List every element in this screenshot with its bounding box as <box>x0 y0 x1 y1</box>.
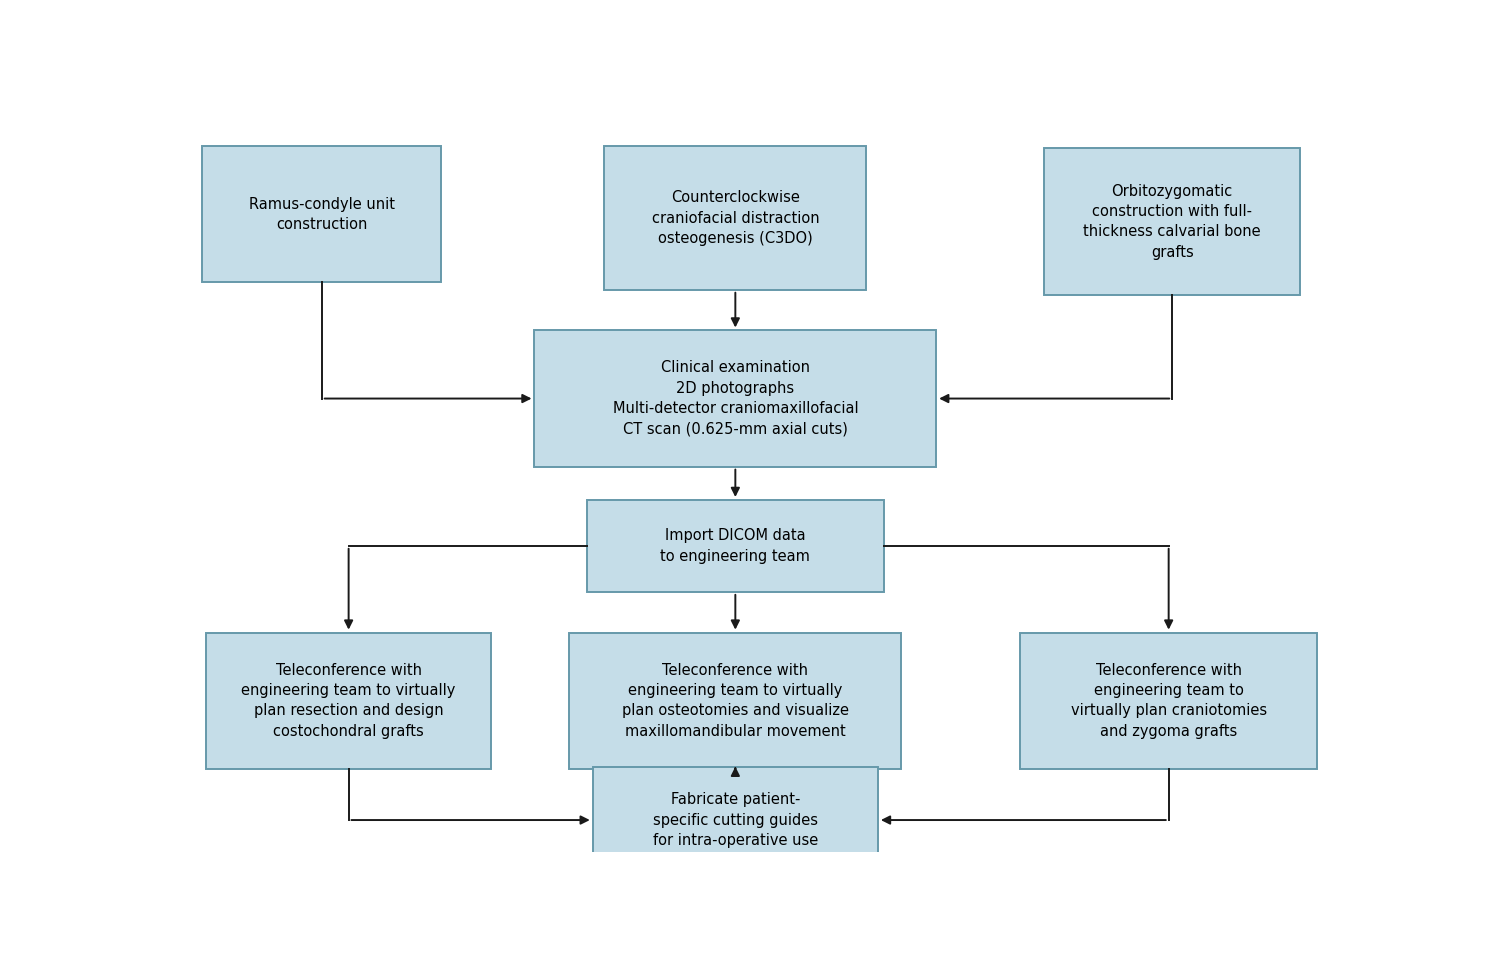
FancyBboxPatch shape <box>570 633 902 768</box>
Text: Teleconference with
engineering team to
virtually plan craniotomies
and zygoma g: Teleconference with engineering team to … <box>1070 662 1267 739</box>
FancyBboxPatch shape <box>206 633 491 768</box>
FancyBboxPatch shape <box>1021 633 1317 768</box>
FancyBboxPatch shape <box>604 146 866 290</box>
Text: Teleconference with
engineering team to virtually
plan resection and design
cost: Teleconference with engineering team to … <box>242 662 455 739</box>
Text: Ramus-condyle unit
construction: Ramus-condyle unit construction <box>249 196 395 232</box>
Text: Fabricate patient-
specific cutting guides
for intra-operative use: Fabricate patient- specific cutting guid… <box>652 792 818 848</box>
Text: Clinical examination
2D photographs
Multi-detector craniomaxillofacial
CT scan (: Clinical examination 2D photographs Mult… <box>613 361 858 436</box>
FancyBboxPatch shape <box>203 146 442 282</box>
Text: Counterclockwise
craniofacial distraction
osteogenesis (C3DO): Counterclockwise craniofacial distractio… <box>651 190 819 246</box>
Text: Orbitozygomatic
construction with full-
thickness calvarial bone
grafts: Orbitozygomatic construction with full- … <box>1084 184 1261 259</box>
FancyBboxPatch shape <box>586 500 884 592</box>
Text: Import DICOM data
to engineering team: Import DICOM data to engineering team <box>660 528 810 564</box>
FancyBboxPatch shape <box>535 330 936 467</box>
FancyBboxPatch shape <box>592 767 878 874</box>
Text: Teleconference with
engineering team to virtually
plan osteotomies and visualize: Teleconference with engineering team to … <box>622 662 849 739</box>
FancyBboxPatch shape <box>1045 148 1300 296</box>
